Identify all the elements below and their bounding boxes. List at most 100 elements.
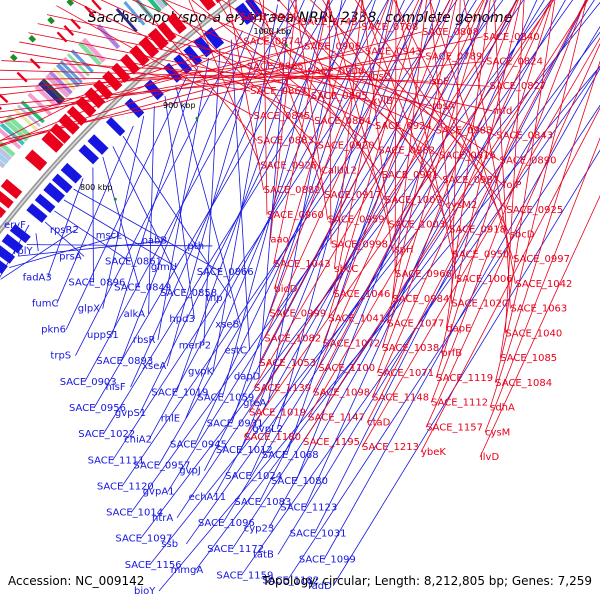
- leader-line: [317, 0, 485, 369]
- reverse-gene-block: [78, 144, 99, 165]
- gene-label: SACE_1019: [151, 387, 208, 398]
- gene-label: fadD: [308, 581, 332, 592]
- gene-label: gvpL2: [252, 424, 283, 435]
- gene-label: SACE_1003: [388, 220, 445, 231]
- gene-label: fumC: [32, 298, 59, 309]
- gene-label: SACE_1112: [431, 398, 488, 409]
- leader-line: [0, 51, 365, 119]
- annotation-mark: [6, 114, 32, 139]
- gene-label: rhlE: [161, 413, 180, 424]
- gene-label: SACE_0893: [96, 356, 153, 367]
- gene-label: SACE_1157: [426, 422, 483, 433]
- reverse-gene-block: [51, 173, 73, 194]
- gene-label: cysM2: [446, 200, 478, 211]
- leader-line: [158, 65, 600, 592]
- gene-label: SACE_1053: [259, 358, 316, 369]
- outer-green-mark: [66, 0, 75, 7]
- gene-label: SACE_1082: [264, 333, 321, 344]
- leader-line: [307, 0, 553, 418]
- gene-label: SACE_0945: [170, 440, 227, 451]
- leader-line: [247, 0, 382, 176]
- leader-line: [164, 95, 195, 320]
- gene-label: SACE_1024: [225, 471, 282, 482]
- leader-line: [0, 41, 244, 124]
- outer-green-mark: [28, 35, 37, 43]
- gene-label: SACE_0884: [314, 116, 371, 127]
- tick-dot: [195, 116, 199, 120]
- leader-line: [17, 240, 167, 257]
- forward-gene-block: [199, 0, 216, 11]
- gene-label: SACE_1063: [510, 304, 567, 315]
- leader-line: [158, 0, 432, 466]
- leader-line: [249, 0, 469, 477]
- leader-line: [277, 25, 600, 555]
- annotation-mark: [160, 0, 169, 7]
- annotation-mark: [34, 84, 60, 109]
- leader-line: [56, 125, 134, 304]
- gene-label: fadA3: [23, 272, 52, 283]
- outer-forward-tick: [0, 93, 9, 104]
- genome-summary: Topology: circular; Length: 8,212,805 bp…: [262, 574, 592, 588]
- outer-green-mark: [47, 16, 55, 25]
- leader-line: [10, 50, 251, 92]
- leader-line: [0, 61, 487, 106]
- annotation-mark: [56, 63, 81, 88]
- leader-line: [479, 195, 600, 458]
- leader-line: [0, 224, 30, 278]
- gene-label: SACE_0816: [439, 150, 496, 161]
- gene-label: CalU12: [321, 165, 357, 176]
- leader-line: [26, 244, 213, 247]
- gene-label: SACE_1098: [313, 388, 370, 399]
- gene-label: SACE_1022: [78, 429, 135, 440]
- leader-line: [230, 39, 250, 351]
- gene-label: sbcD: [510, 230, 535, 241]
- reverse-gene-block: [124, 98, 145, 119]
- leader-line: [268, 0, 390, 314]
- leader-line: [100, 0, 375, 127]
- gene-label: glmU: [151, 262, 177, 273]
- gene-label: SACE_1148: [372, 393, 429, 404]
- gene-label: SACE_1111: [88, 455, 145, 466]
- leader-line: [322, 0, 446, 206]
- leader-line: [166, 13, 267, 367]
- leader-line: [28, 32, 372, 102]
- leader-line: [0, 229, 76, 280]
- gene-label: ilvD: [480, 452, 499, 463]
- leader-line: [102, 0, 373, 435]
- genome-title: Saccharopolyspora erythraea NRRL 2338, c…: [87, 10, 513, 26]
- gene-label: SACE_0959: [328, 215, 385, 226]
- forward-gene-block: [0, 178, 23, 200]
- annotation-mark: [41, 78, 66, 102]
- reverse-gene-block: [105, 116, 126, 137]
- gene-label: SACE_1077: [387, 319, 444, 330]
- leader-line: [102, 115, 145, 309]
- gene-label: gvpA1: [143, 487, 175, 498]
- annotation-mark: [0, 160, 6, 169]
- leader-line: [0, 70, 308, 89]
- leader-line: [494, 0, 587, 383]
- annotation-mark: [48, 70, 73, 95]
- gene-label: SACE_1156: [125, 560, 182, 571]
- leader-line: [258, 0, 290, 377]
- gene-label: SACE_1123: [280, 502, 337, 513]
- leader-line: [332, 0, 394, 294]
- leader-line: [323, 67, 600, 560]
- annotation-mark: [38, 80, 64, 106]
- annotation-mark: [16, 104, 41, 128]
- leader-line: [136, 0, 258, 141]
- leader-line: [56, 5, 254, 117]
- reverse-gene-block: [234, 2, 256, 25]
- leader-line: [157, 57, 210, 341]
- outer-forward-tick: [0, 106, 3, 111]
- gene-label: SACE_1020: [451, 299, 508, 310]
- gene-label: chiA2: [124, 434, 152, 445]
- gene-label: estC: [225, 345, 247, 356]
- gene-label: SACE_0745: [301, 17, 358, 28]
- leader-line: [381, 0, 488, 349]
- gene-label: xseA: [142, 361, 166, 372]
- gene-label: SACE_1038: [382, 343, 439, 354]
- gene-label: SACE_0882: [264, 185, 321, 196]
- gene-label: pkn6: [41, 325, 66, 336]
- gene-label: merP2: [179, 340, 211, 351]
